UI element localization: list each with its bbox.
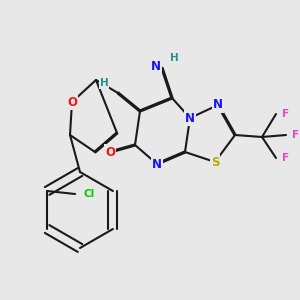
- Text: Cl: Cl: [83, 189, 95, 199]
- Text: S: S: [211, 155, 219, 169]
- Text: N: N: [185, 112, 195, 124]
- Text: O: O: [105, 146, 115, 158]
- Text: F: F: [282, 153, 290, 163]
- Text: F: F: [282, 109, 290, 119]
- Text: N: N: [152, 158, 162, 170]
- Text: O: O: [67, 95, 77, 109]
- Text: N: N: [151, 59, 161, 73]
- Text: F: F: [292, 130, 300, 140]
- Text: H: H: [169, 53, 178, 63]
- Text: H: H: [100, 78, 108, 88]
- Text: N: N: [213, 98, 223, 112]
